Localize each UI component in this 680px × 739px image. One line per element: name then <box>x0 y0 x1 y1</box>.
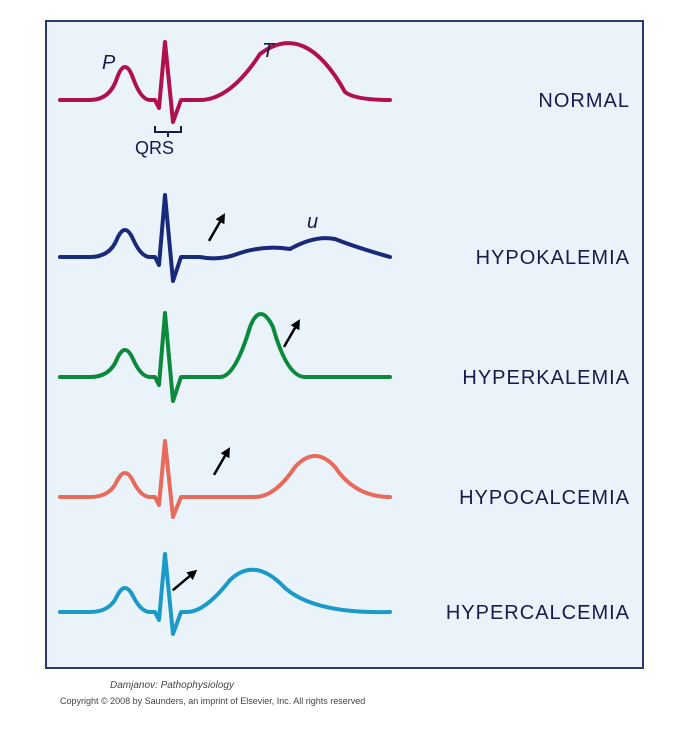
arrow-indicator <box>272 313 312 353</box>
arrow-indicator <box>197 207 237 247</box>
row-label-hyperkalemia: HYPERKALEMIA <box>462 367 630 390</box>
caption-text: Damjanov: Pathophysiology <box>110 680 234 691</box>
wave-label: u <box>307 211 318 234</box>
ecg-waveform-normal <box>55 30 395 150</box>
wave-label: P <box>102 52 115 75</box>
row-label-normal: NORMAL <box>538 90 630 113</box>
qrs-label: QRS <box>135 138 174 159</box>
ecg-waveform-hypercalcemia <box>55 542 395 662</box>
copyright-text: Copyright © 2008 by Saunders, an imprint… <box>60 696 365 706</box>
ecg-row-hypokalemia: HYPOKALEMIA u <box>47 187 642 312</box>
row-label-hypokalemia: HYPOKALEMIA <box>476 247 630 270</box>
ecg-waveform-hypokalemia <box>55 187 395 307</box>
row-label-hypocalcemia: HYPOCALCEMIA <box>459 487 630 510</box>
ecg-row-normal: NORMALPTQRS <box>47 30 642 155</box>
ecg-chart-panel: NORMAL P T QRS HYPOKALEMIA u HYPERKALEMIA HYPOC… <box>45 20 644 669</box>
arrow-indicator <box>202 441 242 481</box>
row-label-hypercalcemia: HYPERCALCEMIA <box>446 602 630 625</box>
ecg-row-hyperkalemia: HYPERKALEMIA <box>47 307 642 432</box>
ecg-row-hypercalcemia: HYPERCALCEMIA <box>47 542 642 667</box>
wave-label: T <box>262 40 274 63</box>
container: NORMAL P T QRS HYPOKALEMIA u HYPERKALEMIA HYPOC… <box>0 0 680 739</box>
ecg-waveform-hyperkalemia <box>55 307 395 427</box>
ecg-row-hypocalcemia: HYPOCALCEMIA <box>47 427 642 552</box>
arrow-indicator <box>165 560 205 600</box>
